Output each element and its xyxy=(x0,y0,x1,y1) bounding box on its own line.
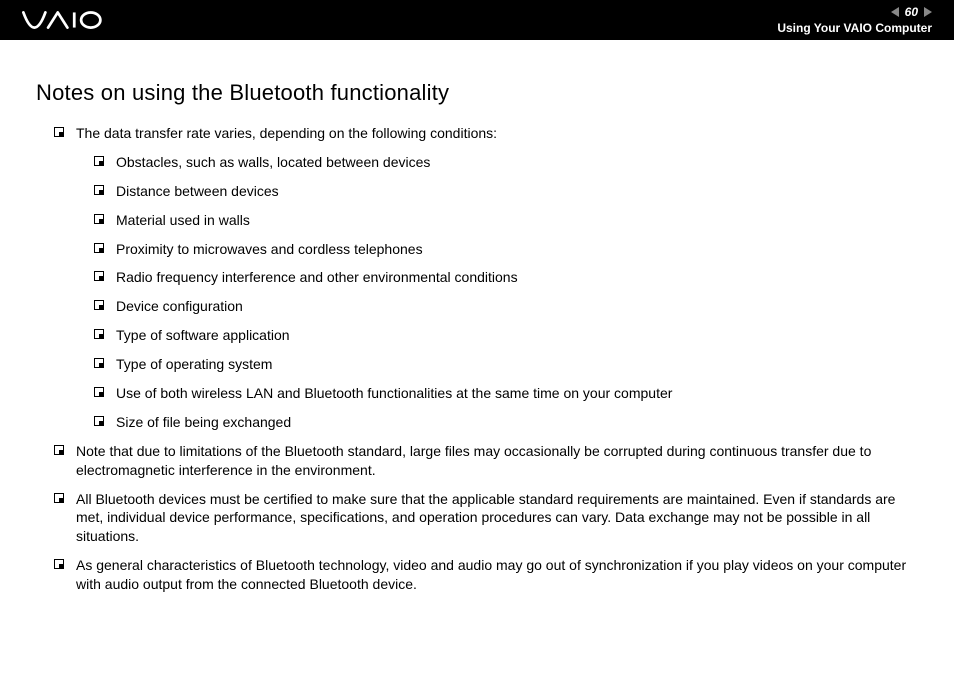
list-item: Obstacles, such as walls, located betwee… xyxy=(94,153,924,172)
list-item: As general characteristics of Bluetooth … xyxy=(54,556,924,594)
list-item-text: Obstacles, such as walls, located betwee… xyxy=(116,154,430,170)
bullet-icon xyxy=(94,156,104,166)
bullet-icon xyxy=(94,358,104,368)
list-item-text: Type of operating system xyxy=(116,356,272,372)
bullet-icon xyxy=(94,329,104,339)
header-bar: 60 Using Your VAIO Computer xyxy=(0,0,954,40)
list-item-text: Material used in walls xyxy=(116,212,250,228)
list-item-text: Radio frequency interference and other e… xyxy=(116,269,518,285)
bullet-list: The data transfer rate varies, depending… xyxy=(36,124,924,594)
bullet-icon xyxy=(94,243,104,253)
list-item: Proximity to microwaves and cordless tel… xyxy=(94,240,924,259)
header-right: 60 Using Your VAIO Computer xyxy=(777,5,932,35)
page-content: Notes on using the Bluetooth functionali… xyxy=(0,40,954,594)
list-item-text: Device configuration xyxy=(116,298,243,314)
bullet-icon xyxy=(94,271,104,281)
list-item: Radio frequency interference and other e… xyxy=(94,268,924,287)
list-item: Material used in walls xyxy=(94,211,924,230)
vaio-logo xyxy=(22,0,132,40)
list-item: All Bluetooth devices must be certified … xyxy=(54,490,924,547)
list-item-text: As general characteristics of Bluetooth … xyxy=(76,557,906,592)
bullet-icon xyxy=(94,416,104,426)
bullet-icon xyxy=(54,559,64,569)
list-item-text: Note that due to limitations of the Blue… xyxy=(76,443,871,478)
bullet-icon xyxy=(94,387,104,397)
list-item: Use of both wireless LAN and Bluetooth f… xyxy=(94,384,924,403)
bullet-icon xyxy=(54,445,64,455)
list-item-text: Proximity to microwaves and cordless tel… xyxy=(116,241,423,257)
list-item: Note that due to limitations of the Blue… xyxy=(54,442,924,480)
page-nav: 60 xyxy=(891,5,932,19)
section-title: Using Your VAIO Computer xyxy=(777,21,932,35)
list-item: The data transfer rate varies, depending… xyxy=(54,124,924,432)
bullet-icon xyxy=(94,300,104,310)
list-item-text: The data transfer rate varies, depending… xyxy=(76,125,497,141)
list-item: Type of operating system xyxy=(94,355,924,374)
list-item: Distance between devices xyxy=(94,182,924,201)
next-page-icon[interactable] xyxy=(924,7,932,17)
list-item-text: Type of software application xyxy=(116,327,290,343)
page-title: Notes on using the Bluetooth functionali… xyxy=(36,80,924,106)
page-number: 60 xyxy=(905,5,918,19)
list-item-text: Size of file being exchanged xyxy=(116,414,291,430)
list-item-text: Distance between devices xyxy=(116,183,279,199)
list-item: Device configuration xyxy=(94,297,924,316)
list-item-text: Use of both wireless LAN and Bluetooth f… xyxy=(116,385,672,401)
bullet-icon xyxy=(54,127,64,137)
sub-list: Obstacles, such as walls, located betwee… xyxy=(76,153,924,432)
list-item: Size of file being exchanged xyxy=(94,413,924,432)
list-item: Type of software application xyxy=(94,326,924,345)
bullet-icon xyxy=(94,185,104,195)
bullet-icon xyxy=(54,493,64,503)
list-item-text: All Bluetooth devices must be certified … xyxy=(76,491,895,545)
bullet-icon xyxy=(94,214,104,224)
prev-page-icon[interactable] xyxy=(891,7,899,17)
